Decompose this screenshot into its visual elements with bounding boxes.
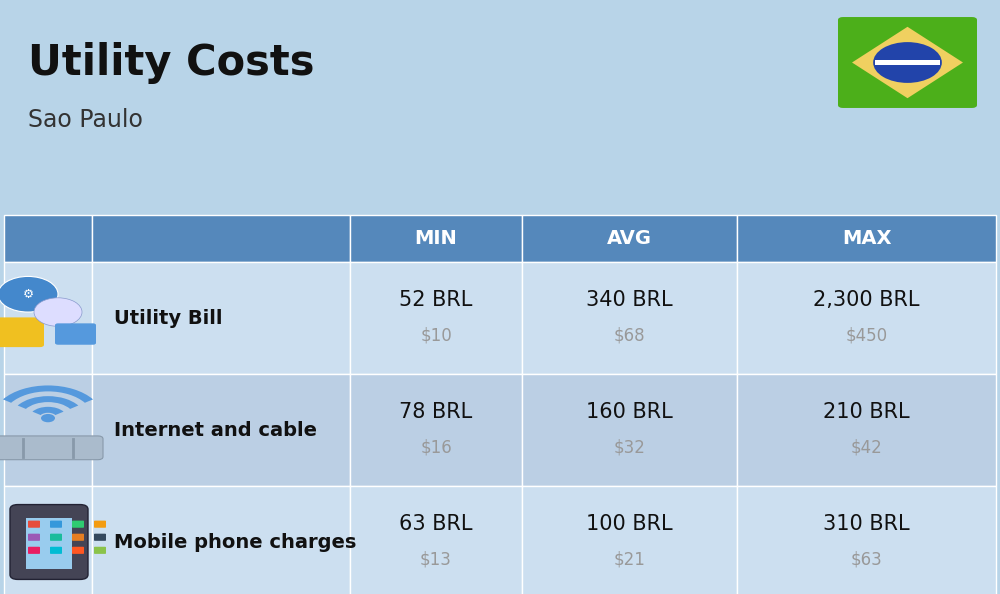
FancyBboxPatch shape — [92, 374, 350, 486]
FancyBboxPatch shape — [50, 533, 62, 541]
FancyBboxPatch shape — [737, 486, 996, 594]
FancyBboxPatch shape — [10, 504, 88, 579]
FancyBboxPatch shape — [28, 533, 40, 541]
FancyBboxPatch shape — [522, 374, 737, 486]
FancyBboxPatch shape — [4, 262, 92, 374]
FancyBboxPatch shape — [72, 546, 84, 554]
FancyBboxPatch shape — [94, 520, 106, 527]
FancyBboxPatch shape — [350, 215, 522, 262]
Polygon shape — [852, 27, 963, 98]
Circle shape — [34, 298, 82, 326]
Text: 310 BRL: 310 BRL — [823, 514, 910, 534]
Text: 52 BRL: 52 BRL — [399, 290, 473, 310]
Text: $68: $68 — [614, 327, 645, 345]
Text: $16: $16 — [420, 439, 452, 457]
Text: 100 BRL: 100 BRL — [586, 514, 673, 534]
FancyBboxPatch shape — [72, 520, 84, 527]
FancyBboxPatch shape — [28, 520, 40, 527]
FancyBboxPatch shape — [350, 486, 522, 594]
Text: MIN: MIN — [415, 229, 457, 248]
Text: MAX: MAX — [842, 229, 891, 248]
FancyBboxPatch shape — [94, 533, 106, 541]
FancyBboxPatch shape — [94, 546, 106, 554]
FancyBboxPatch shape — [737, 262, 996, 374]
FancyBboxPatch shape — [838, 17, 977, 108]
Text: $10: $10 — [420, 327, 452, 345]
FancyBboxPatch shape — [92, 215, 350, 262]
FancyBboxPatch shape — [55, 323, 96, 345]
Circle shape — [41, 414, 55, 422]
FancyBboxPatch shape — [92, 262, 350, 374]
Bar — [875, 59, 940, 65]
Circle shape — [873, 42, 942, 83]
Text: 210 BRL: 210 BRL — [823, 402, 910, 422]
FancyBboxPatch shape — [28, 546, 40, 554]
FancyBboxPatch shape — [522, 262, 737, 374]
Text: $13: $13 — [420, 551, 452, 569]
Text: $32: $32 — [614, 439, 645, 457]
FancyBboxPatch shape — [522, 215, 737, 262]
FancyBboxPatch shape — [4, 374, 92, 486]
Text: Internet and cable: Internet and cable — [114, 421, 317, 440]
FancyBboxPatch shape — [0, 436, 103, 460]
Text: 2,300 BRL: 2,300 BRL — [813, 290, 920, 310]
Text: $63: $63 — [851, 551, 882, 569]
Text: 340 BRL: 340 BRL — [586, 290, 673, 310]
Text: 63 BRL: 63 BRL — [399, 514, 473, 534]
FancyBboxPatch shape — [737, 374, 996, 486]
Text: $21: $21 — [614, 551, 645, 569]
FancyBboxPatch shape — [0, 317, 44, 347]
Text: ⚙: ⚙ — [22, 287, 34, 301]
Wedge shape — [18, 396, 78, 409]
FancyBboxPatch shape — [350, 374, 522, 486]
FancyBboxPatch shape — [50, 546, 62, 554]
FancyBboxPatch shape — [737, 215, 996, 262]
Text: Utility Bill: Utility Bill — [114, 308, 222, 327]
Text: Utility Costs: Utility Costs — [28, 42, 314, 84]
Circle shape — [0, 276, 58, 312]
Text: Sao Paulo: Sao Paulo — [28, 108, 143, 132]
FancyBboxPatch shape — [50, 520, 62, 527]
Wedge shape — [3, 386, 93, 403]
Text: 160 BRL: 160 BRL — [586, 402, 673, 422]
FancyBboxPatch shape — [72, 533, 84, 541]
Text: Mobile phone charges: Mobile phone charges — [114, 532, 356, 551]
FancyBboxPatch shape — [4, 215, 92, 262]
FancyBboxPatch shape — [522, 486, 737, 594]
Text: AVG: AVG — [607, 229, 652, 248]
FancyBboxPatch shape — [4, 486, 92, 594]
Text: $42: $42 — [851, 439, 882, 457]
FancyBboxPatch shape — [92, 486, 350, 594]
FancyBboxPatch shape — [350, 262, 522, 374]
Text: 78 BRL: 78 BRL — [399, 402, 473, 422]
Text: $450: $450 — [845, 327, 888, 345]
Wedge shape — [32, 407, 64, 415]
FancyBboxPatch shape — [26, 518, 72, 568]
